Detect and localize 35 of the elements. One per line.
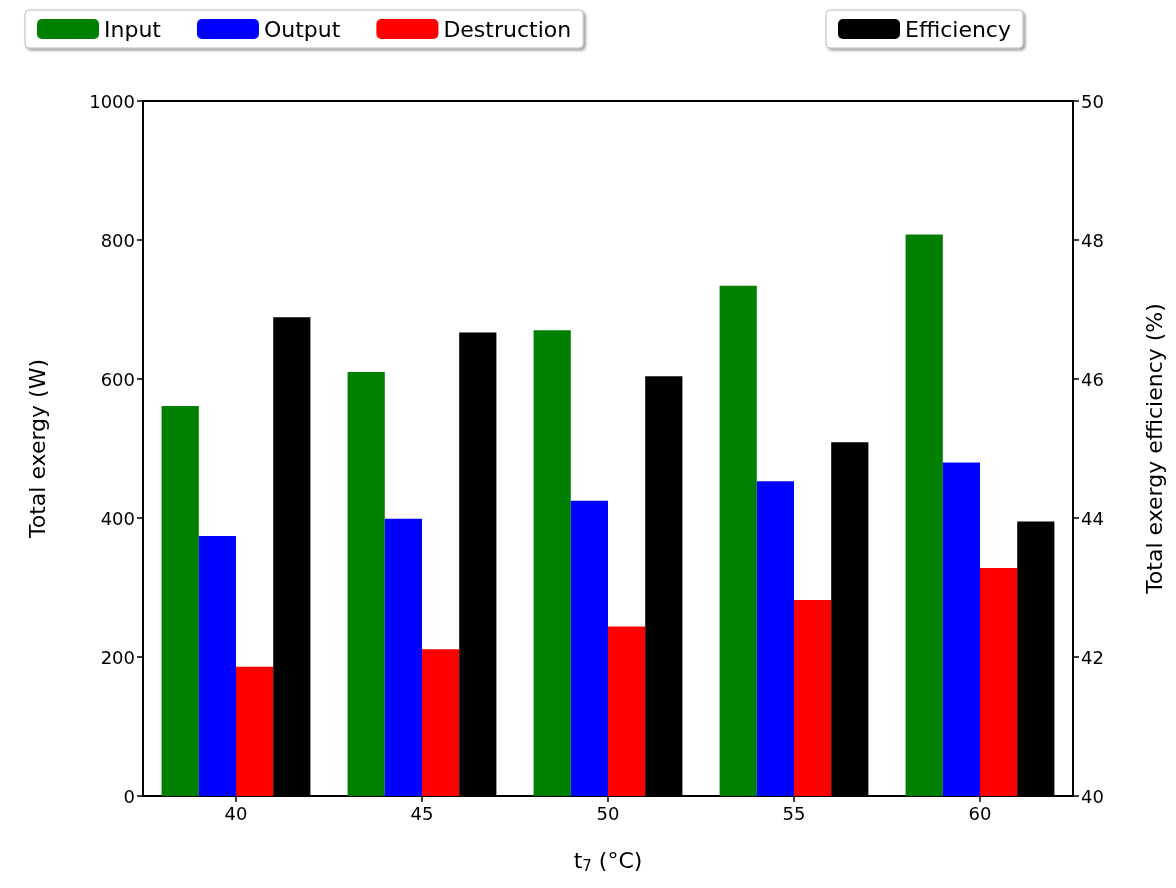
bar — [719, 285, 757, 796]
y-tick-label: 1000 — [89, 90, 135, 112]
bar — [756, 481, 794, 796]
y-tick-label: 800 — [100, 229, 135, 251]
y-tick-label: 400 — [100, 507, 135, 529]
legend-label: Efficiency — [905, 16, 1011, 42]
y-tick-label: 200 — [100, 646, 135, 668]
y-tick-label: 0 — [123, 785, 135, 807]
bar — [533, 330, 571, 796]
y2-tick-label: 46 — [1081, 368, 1104, 390]
x-tick-label: 55 — [782, 802, 806, 824]
bar — [198, 536, 236, 796]
x-tick-label: 40 — [224, 802, 248, 824]
y2-tick-label: 48 — [1081, 229, 1104, 251]
bar — [384, 518, 422, 796]
bar — [570, 500, 608, 796]
bar — [161, 406, 199, 796]
y2-tick-label: 40 — [1081, 785, 1104, 807]
y2-tick-label: 42 — [1081, 646, 1104, 668]
y2-tick-label: 44 — [1081, 507, 1104, 529]
y2-axis-title: Total exergy efficiency (%) — [1141, 303, 1167, 595]
legend-label: Input — [104, 16, 162, 42]
bar — [942, 462, 980, 796]
bar — [347, 372, 385, 796]
y-tick-label: 600 — [100, 368, 135, 390]
legend-label: Destruction — [443, 16, 572, 42]
x-tick-label: 50 — [596, 802, 620, 824]
y2-tick-label: 50 — [1081, 90, 1104, 112]
bar — [236, 666, 274, 796]
legend-label: Output — [263, 16, 341, 42]
bar — [422, 649, 460, 796]
bar — [905, 234, 943, 796]
y-axis-title: Total exergy (W) — [24, 359, 50, 539]
x-tick-label: 45 — [410, 802, 434, 824]
x-tick-label: 60 — [968, 802, 992, 824]
